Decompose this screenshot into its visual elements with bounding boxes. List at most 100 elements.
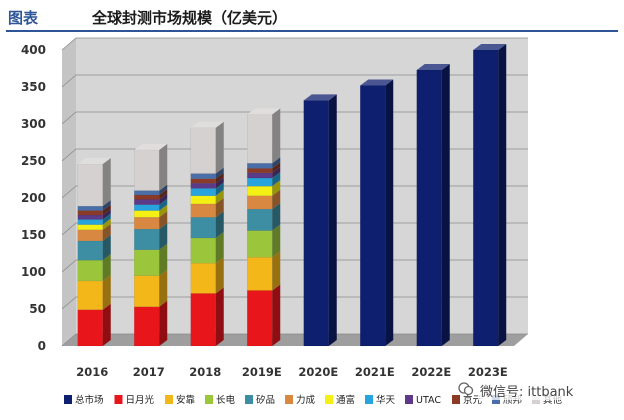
bar-front	[247, 257, 273, 291]
bar-side	[272, 108, 281, 164]
bar-front	[190, 217, 216, 239]
bar-front	[77, 163, 103, 207]
bar-front	[134, 210, 160, 218]
bar-side	[102, 157, 111, 207]
bar-front	[134, 149, 160, 191]
wechat-icon	[458, 382, 474, 396]
bar-segment	[134, 198, 168, 211]
bar-side	[159, 211, 168, 230]
bar-front	[190, 127, 216, 174]
legend-label: UTAC	[416, 395, 441, 406]
y-tick-label: 250	[21, 154, 46, 168]
legend-label: 京元	[463, 394, 483, 406]
bar-side	[272, 203, 281, 231]
bar-front	[134, 199, 160, 205]
bar-top	[360, 79, 394, 86]
bar-segment	[190, 287, 224, 347]
bar-side	[102, 200, 111, 211]
bar-side	[272, 251, 281, 291]
bar-side	[102, 254, 111, 281]
bar-front	[77, 205, 103, 211]
bar-side	[159, 193, 168, 205]
bar-top	[77, 157, 111, 164]
legend-item: 日月光	[114, 394, 155, 406]
bar-side	[159, 143, 168, 191]
legend-item: 总市场	[64, 394, 104, 406]
legend-item: 安靠	[165, 394, 196, 406]
bar-front	[190, 293, 216, 347]
bar-side	[159, 243, 168, 276]
bar-front	[190, 262, 216, 294]
bar-segment	[134, 269, 168, 307]
legend-item: 通富	[325, 394, 355, 406]
y-tick-label: 200	[21, 191, 46, 205]
bar-side	[272, 189, 281, 210]
bar-front	[416, 69, 442, 347]
bar-side	[272, 172, 281, 187]
bar-front	[190, 237, 216, 264]
legend-item: 京元	[452, 394, 483, 406]
bar-segment	[134, 300, 168, 347]
bar-front	[134, 194, 160, 200]
bars	[77, 44, 507, 347]
bar-front	[77, 214, 103, 220]
bar-side	[215, 257, 224, 294]
bar-front	[473, 49, 499, 347]
bar-front	[134, 275, 160, 307]
bar-segment	[247, 251, 281, 291]
bar-front	[247, 185, 273, 196]
floor	[62, 334, 528, 346]
bar-front	[134, 249, 160, 276]
bar-top	[473, 44, 507, 50]
bar-front	[247, 163, 273, 169]
y-tick-label: 300	[21, 117, 46, 131]
bar-front	[134, 228, 160, 251]
legend-label: 华天	[376, 394, 396, 406]
bar-segment	[190, 211, 224, 239]
bar-front	[360, 85, 386, 347]
bar-segment	[247, 108, 281, 164]
y-tick-label: 350	[21, 80, 46, 94]
bar-front	[190, 173, 216, 179]
header-divider	[6, 30, 618, 32]
bar-segment	[77, 303, 111, 347]
x-tick-label: 2023E	[468, 365, 508, 379]
bar-front	[134, 306, 160, 347]
bar-side	[385, 79, 394, 347]
x-tick-label: 2018	[189, 365, 221, 379]
bar-front	[247, 195, 273, 210]
legend-label: 通富	[336, 394, 355, 406]
legend-swatch	[405, 395, 413, 404]
bar-front	[77, 259, 103, 282]
legend-swatch	[325, 395, 333, 404]
x-tick-label: 2017	[133, 365, 165, 379]
legend-label: 长电	[216, 394, 236, 406]
bar-segment	[77, 234, 111, 261]
bar-front	[77, 280, 103, 310]
bar-side	[159, 198, 168, 211]
bar-side	[159, 204, 168, 218]
legend-swatch	[285, 395, 293, 404]
x-tick-label: 2021E	[355, 365, 395, 379]
bar-front	[77, 224, 103, 231]
bar-front	[77, 309, 103, 347]
bar-front	[303, 100, 329, 347]
x-tick-label: 2019E	[242, 365, 282, 379]
bar-side	[215, 182, 224, 196]
bar-front	[247, 114, 273, 164]
legend-swatch	[452, 395, 460, 404]
bar-side	[441, 63, 450, 346]
y-tick-label: 50	[29, 302, 46, 316]
bar-front	[77, 219, 103, 225]
bar-side	[215, 211, 224, 238]
bar-side	[102, 234, 111, 261]
bar-segment	[247, 172, 281, 187]
bar-segment	[303, 94, 337, 347]
legend-swatch	[205, 395, 213, 404]
bar-side	[215, 167, 224, 179]
legend-item: UTAC	[405, 395, 441, 406]
bar-side	[102, 209, 111, 220]
y-tick-label: 0	[38, 339, 46, 353]
bar-front	[77, 240, 103, 261]
